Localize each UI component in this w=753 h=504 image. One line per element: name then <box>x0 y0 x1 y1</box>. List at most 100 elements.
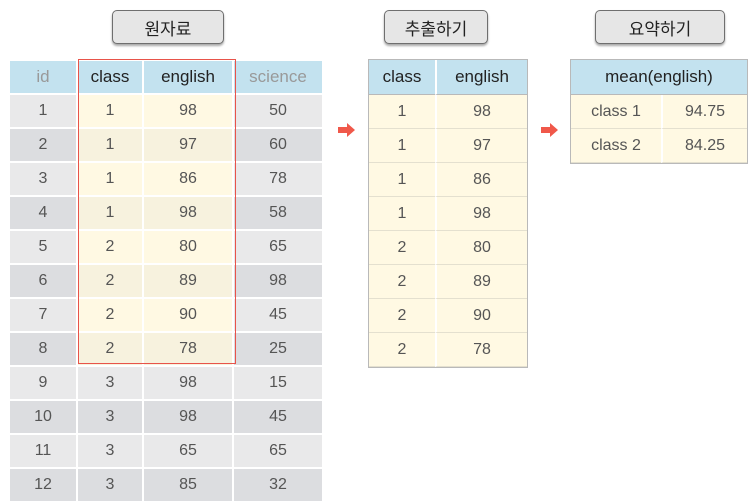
cell-class: 1 <box>369 95 435 129</box>
cell-id: 10 <box>10 401 76 433</box>
table-row: 11 3 65 65 <box>10 435 322 467</box>
table-row: 2 80 <box>369 231 527 265</box>
cell-id: 9 <box>10 367 76 399</box>
cell-english: 86 <box>435 163 527 197</box>
table-row: 2 1 97 60 <box>10 129 322 161</box>
column-header-english: english <box>144 61 232 93</box>
cell-id: 5 <box>10 231 76 263</box>
cell-id: 1 <box>10 95 76 127</box>
cell-english: 98 <box>144 95 232 127</box>
source-table-header-row: id class english science <box>10 61 322 93</box>
extracted-table-header-row: class english <box>369 60 527 95</box>
cell-english: 98 <box>144 197 232 229</box>
cell-english: 80 <box>144 231 232 263</box>
source-table: id class english science 1 1 98 50 2 1 97 60 3 1 8… <box>8 59 324 503</box>
cell-class: 2 <box>78 333 142 365</box>
cell-class: 1 <box>78 163 142 195</box>
table-row: 2 90 <box>369 299 527 333</box>
table-row: class 1 94.75 <box>571 95 747 129</box>
cell-english: 86 <box>144 163 232 195</box>
cell-id: 3 <box>10 163 76 195</box>
cell-id: 6 <box>10 265 76 297</box>
cell-science: 65 <box>234 435 322 467</box>
table-row: 1 98 <box>369 95 527 129</box>
cell-english: 89 <box>144 265 232 297</box>
table-row: 1 98 <box>369 197 527 231</box>
extracted-header-english: english <box>435 60 527 95</box>
table-row: 7 2 90 45 <box>10 299 322 331</box>
cell-english: 97 <box>435 129 527 163</box>
cell-class: 1 <box>78 95 142 127</box>
cell-english: 90 <box>144 299 232 331</box>
table-row: 2 89 <box>369 265 527 299</box>
cell-class: 3 <box>78 435 142 467</box>
cell-class: 2 <box>369 265 435 299</box>
cell-mean-value: 94.75 <box>661 95 747 129</box>
cell-english: 85 <box>144 469 232 501</box>
cell-english: 98 <box>435 197 527 231</box>
table-row: 1 86 <box>369 163 527 197</box>
cell-science: 58 <box>234 197 322 229</box>
summary-table-header-row: mean(english) <box>571 60 747 95</box>
arrow-right-icon <box>338 123 355 137</box>
cell-english: 98 <box>144 367 232 399</box>
table-row: 3 1 86 78 <box>10 163 322 195</box>
cell-science: 45 <box>234 401 322 433</box>
cell-id: 7 <box>10 299 76 331</box>
extracted-table: class english 1 98 1 97 1 86 1 98 2 80 2 89 2 90 2 78 <box>368 59 528 368</box>
cell-english: 89 <box>435 265 527 299</box>
summarize-label: 요약하기 <box>595 10 725 44</box>
table-row: class 2 84.25 <box>571 129 747 163</box>
column-header-class: class <box>78 61 142 93</box>
table-row: 9 3 98 15 <box>10 367 322 399</box>
cell-id: 8 <box>10 333 76 365</box>
cell-class: 2 <box>78 231 142 263</box>
cell-class: 2 <box>369 333 435 367</box>
cell-class: 2 <box>78 265 142 297</box>
cell-class: 2 <box>369 299 435 333</box>
table-row: 5 2 80 65 <box>10 231 322 263</box>
cell-id: 11 <box>10 435 76 467</box>
cell-class-label: class 2 <box>571 129 661 163</box>
cell-class-label: class 1 <box>571 95 661 129</box>
cell-english: 78 <box>435 333 527 367</box>
table-row: 10 3 98 45 <box>10 401 322 433</box>
cell-mean-value: 84.25 <box>661 129 747 163</box>
column-header-science: science <box>234 61 322 93</box>
cell-science: 45 <box>234 299 322 331</box>
cell-science: 25 <box>234 333 322 365</box>
cell-english: 97 <box>144 129 232 161</box>
cell-science: 50 <box>234 95 322 127</box>
cell-id: 12 <box>10 469 76 501</box>
cell-science: 32 <box>234 469 322 501</box>
summary-table: mean(english) class 1 94.75 class 2 84.25 <box>570 59 748 164</box>
cell-class: 1 <box>78 129 142 161</box>
extracted-header-class: class <box>369 60 435 95</box>
cell-english: 98 <box>144 401 232 433</box>
table-row: 2 78 <box>369 333 527 367</box>
cell-science: 15 <box>234 367 322 399</box>
cell-class: 2 <box>78 299 142 331</box>
arrow-right-icon <box>541 123 558 137</box>
cell-science: 60 <box>234 129 322 161</box>
cell-science: 78 <box>234 163 322 195</box>
cell-class: 1 <box>369 197 435 231</box>
table-row: 1 97 <box>369 129 527 163</box>
table-row: 1 1 98 50 <box>10 95 322 127</box>
table-row: 6 2 89 98 <box>10 265 322 297</box>
column-header-id: id <box>10 61 76 93</box>
cell-class: 1 <box>78 197 142 229</box>
cell-id: 4 <box>10 197 76 229</box>
cell-english: 98 <box>435 95 527 129</box>
cell-english: 65 <box>144 435 232 467</box>
cell-class: 3 <box>78 367 142 399</box>
summary-header-mean-english: mean(english) <box>571 60 747 95</box>
cell-class: 3 <box>78 401 142 433</box>
source-data-label: 원자료 <box>112 10 224 44</box>
cell-class: 1 <box>369 163 435 197</box>
cell-class: 1 <box>369 129 435 163</box>
cell-english: 78 <box>144 333 232 365</box>
table-row: 4 1 98 58 <box>10 197 322 229</box>
cell-science: 65 <box>234 231 322 263</box>
cell-science: 98 <box>234 265 322 297</box>
